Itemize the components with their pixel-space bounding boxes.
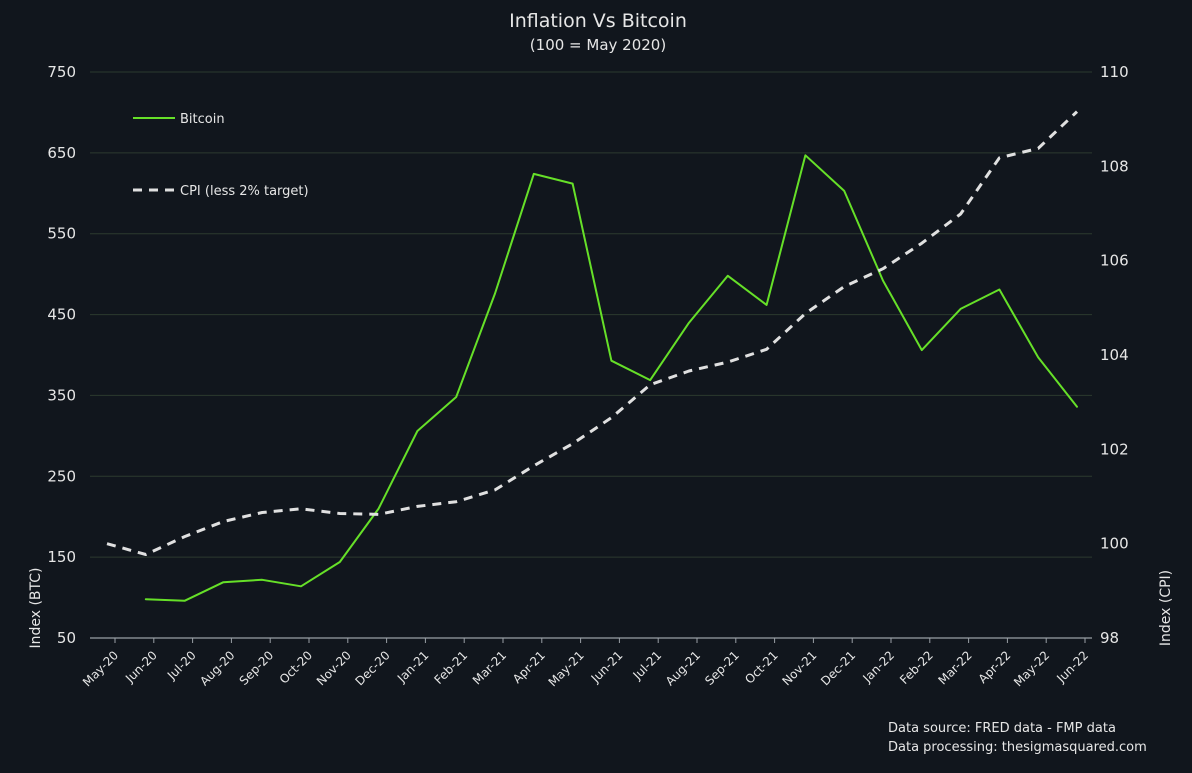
- x-tick-label: Mar-21: [470, 648, 509, 687]
- left-tick-label: 350: [47, 386, 76, 404]
- left-tick-label: 250: [47, 467, 76, 485]
- x-tick-label: Feb-21: [432, 648, 471, 687]
- x-tick-label: Sep-21: [702, 648, 742, 688]
- grid: [90, 71, 1092, 639]
- chart-subtitle: (100 = May 2020): [530, 36, 666, 54]
- right-tick-label: 106: [1100, 252, 1129, 270]
- x-tick-label: May-21: [546, 648, 587, 689]
- x-tick-label: Nov-21: [779, 648, 819, 688]
- left-tick-label: 450: [47, 306, 76, 324]
- right-tick-label: 104: [1100, 346, 1129, 364]
- series-line-cpi: [106, 110, 1079, 556]
- x-tick-label: Mar-22: [935, 648, 974, 687]
- series-line-bitcoin: [144, 154, 1078, 602]
- right-tick-label: 110: [1100, 63, 1129, 81]
- x-tick-label: Sep-20: [237, 648, 277, 688]
- x-tick-label: Aug-20: [197, 648, 237, 688]
- left-tick-label: 750: [47, 63, 76, 81]
- x-tick-label: May-20: [80, 648, 121, 689]
- right-y-axis: 98 100 102 104 106 108 110: [1100, 63, 1129, 647]
- left-tick-label: 550: [47, 225, 76, 243]
- x-tick-label: Dec-20: [353, 648, 393, 688]
- x-tick-label: Jan-21: [394, 648, 432, 686]
- right-axis-label: Index (CPI): [1158, 570, 1174, 646]
- x-tick-label: Nov-20: [314, 648, 354, 688]
- left-tick-label: 150: [47, 548, 76, 566]
- legend: Bitcoin CPI (less 2% target): [133, 112, 309, 199]
- x-tick-label: Apr-21: [510, 648, 548, 686]
- x-tick-label: Oct-20: [277, 648, 315, 686]
- series-layer: [106, 110, 1079, 602]
- x-tick-label: May-22: [1011, 648, 1052, 689]
- x-tick-label: Jan-22: [860, 648, 898, 686]
- x-tick-label: Aug-21: [663, 648, 703, 688]
- x-tick-label: Apr-22: [976, 648, 1014, 686]
- x-tick-label: Jul-21: [630, 648, 665, 683]
- source-line-processing: Data processing: thesigmasquared.com: [888, 740, 1147, 755]
- right-tick-label: 108: [1100, 157, 1129, 175]
- x-tick-label: Feb-22: [897, 648, 936, 687]
- x-tick-label: Jun-20: [122, 648, 160, 686]
- x-tick-label: Dec-21: [818, 648, 858, 688]
- chart-title: Inflation Vs Bitcoin: [509, 10, 687, 32]
- x-tick-label: Jul-20: [164, 648, 199, 683]
- x-tick-label: Jun-22: [1053, 648, 1091, 686]
- left-y-axis: 50 150 250 350 450 550 650 750: [47, 63, 76, 647]
- left-axis-label: Index (BTC): [28, 567, 44, 648]
- right-tick-label: 102: [1100, 440, 1129, 458]
- source-line-data: Data source: FRED data - FMP data: [888, 721, 1116, 736]
- left-tick-label: 50: [57, 629, 76, 647]
- left-tick-label: 650: [47, 144, 76, 162]
- right-tick-label: 98: [1100, 629, 1119, 647]
- x-tick-label: Oct-21: [742, 648, 780, 686]
- legend-label-cpi: CPI (less 2% target): [180, 184, 309, 199]
- legend-label-bitcoin: Bitcoin: [180, 112, 225, 127]
- x-tick-label: Jun-21: [588, 648, 626, 686]
- right-tick-label: 100: [1100, 535, 1129, 553]
